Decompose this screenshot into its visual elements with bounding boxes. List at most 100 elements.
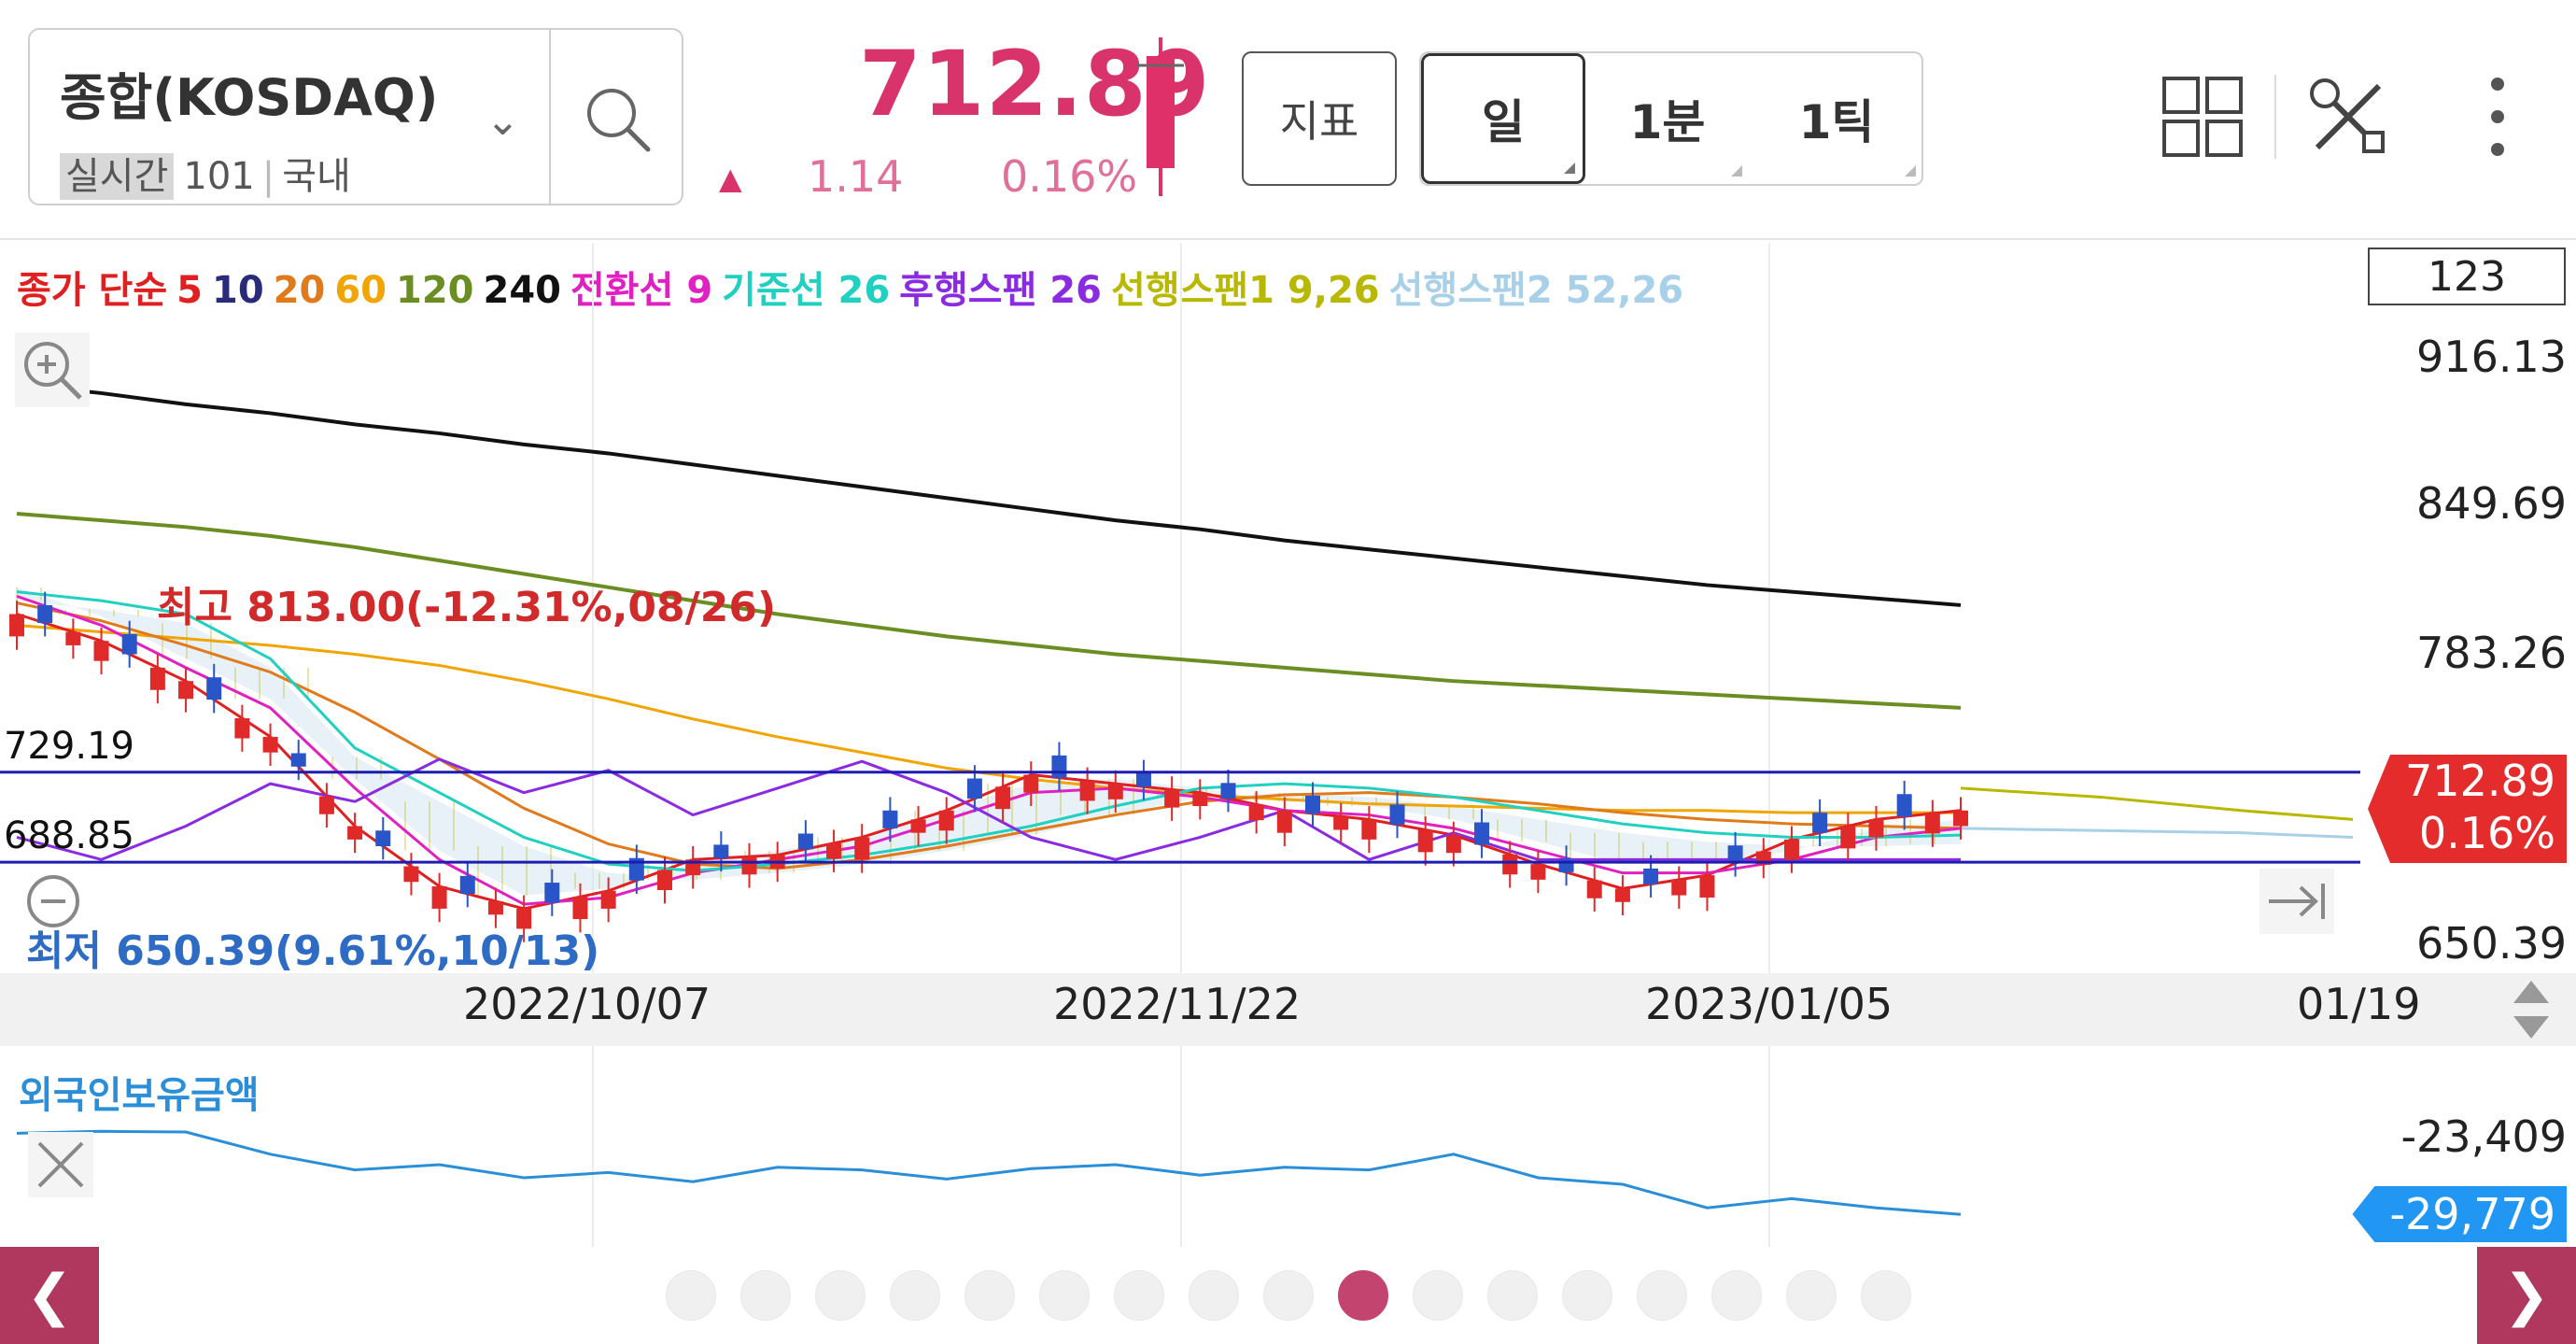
candle-body: [9, 614, 24, 637]
candle-body: [938, 810, 954, 831]
period-label: 1틱: [1798, 95, 1875, 149]
page-dot[interactable]: [739, 1270, 791, 1321]
page-dot[interactable]: [1860, 1270, 1911, 1321]
layout-grid-icon[interactable]: [2161, 75, 2245, 159]
legend-item: 60: [334, 269, 387, 312]
realtime-tag: 실시간: [60, 153, 175, 200]
candle-body: [741, 856, 757, 875]
candle-body: [403, 866, 419, 883]
candle-body: [1812, 813, 1828, 833]
market-label: 국내: [282, 155, 351, 198]
current-price-flag: 712.89 0.16%: [2368, 755, 2567, 863]
candle-body: [375, 830, 391, 847]
chevron-right-icon: ❯: [2502, 1263, 2551, 1328]
candle-body: [600, 890, 616, 909]
more-menu-icon[interactable]: [2456, 75, 2540, 159]
page-dot[interactable]: [665, 1270, 716, 1321]
corner-marker-icon: [1731, 165, 1742, 177]
period-label: 1분: [1629, 95, 1706, 149]
mini-candle-icon: [1137, 37, 1184, 196]
candle-body: [826, 842, 842, 859]
candle-body: [234, 718, 250, 739]
candle-body: [544, 883, 560, 903]
candle-body: [1417, 829, 1433, 853]
zoom-in-icon[interactable]: [15, 332, 90, 407]
candle-body: [1333, 816, 1349, 830]
y-tick-label: 650.39: [2416, 918, 2567, 969]
candle-body: [37, 604, 53, 624]
sort-arrows-icon[interactable]: [2508, 977, 2555, 1042]
y-tick-label: -23,409: [2400, 1111, 2567, 1162]
page-dot[interactable]: [1337, 1270, 1388, 1321]
page-dot[interactable]: [1412, 1270, 1463, 1321]
candle-body: [572, 897, 588, 920]
indicator-legend[interactable]: 종가 단순 5 10 20 60 120 240 전환선 9 기준선 26 후행스팬 26 선행스팬…: [17, 260, 1693, 314]
page-dot[interactable]: [964, 1270, 1015, 1321]
candle-body: [1389, 804, 1405, 825]
candle-body: [1192, 792, 1208, 807]
divider: [2274, 75, 2276, 159]
divider: |: [261, 155, 275, 198]
candle-body: [628, 857, 644, 881]
candle-body: [1502, 854, 1518, 875]
candle-body: [1079, 780, 1095, 801]
candle-body: [1530, 864, 1546, 880]
price-chart[interactable]: [0, 243, 2576, 1247]
period-1min[interactable]: 1분: [1585, 53, 1750, 184]
legend-item: 10: [211, 269, 264, 312]
page-dot[interactable]: [889, 1270, 940, 1321]
candle-body: [262, 736, 278, 753]
corner-marker-icon: [1905, 165, 1916, 177]
page-dot[interactable]: [1561, 1270, 1612, 1321]
zoom-out-icon[interactable]: [21, 869, 86, 934]
indicator-button[interactable]: 지표: [1242, 51, 1397, 186]
search-icon[interactable]: [581, 82, 655, 157]
candle-body: [1023, 774, 1039, 793]
next-page-button[interactable]: ❯: [2477, 1247, 2576, 1344]
candle-body: [1276, 810, 1292, 833]
candle-body: [1305, 795, 1320, 813]
series-line: [16, 601, 1962, 870]
series-line: [16, 757, 1961, 861]
cloud-area: [17, 587, 1961, 896]
page-dot[interactable]: [1710, 1270, 1762, 1321]
leading-span-1: [1960, 786, 2354, 821]
candle-body: [178, 681, 194, 700]
period-daily[interactable]: 일: [1421, 53, 1585, 184]
chevron-down-icon[interactable]: ⌄: [486, 97, 520, 145]
symbol-name[interactable]: 종합(KOSDAQ): [60, 68, 439, 127]
page-dot[interactable]: [1038, 1270, 1090, 1321]
axis-setting-box[interactable]: 123: [2368, 248, 2566, 305]
page-dot[interactable]: [1188, 1270, 1239, 1321]
symbol-selector[interactable]: 종합(KOSDAQ) ⌄ 실시간 101 | 국내: [28, 28, 683, 205]
hline-label: 729.19: [4, 725, 134, 768]
candle-body: [431, 886, 447, 909]
legend-item: 종가 단순: [17, 269, 168, 312]
close-icon[interactable]: [28, 1132, 93, 1197]
x-tick-label: 2023/01/05: [1645, 979, 1893, 1029]
page-dot[interactable]: [1113, 1270, 1164, 1321]
legend-item: 120: [396, 269, 474, 312]
candle-body: [1896, 794, 1912, 817]
candle-body: [910, 819, 926, 833]
tools-icon[interactable]: [2306, 75, 2390, 159]
candle-body: [1868, 819, 1884, 838]
period-1tick[interactable]: 1틱: [1750, 53, 1923, 184]
page-dot[interactable]: [1636, 1270, 1687, 1321]
scroll-to-end-icon[interactable]: [2259, 869, 2334, 934]
candle-body: [1051, 755, 1067, 778]
candle-body: [1586, 880, 1602, 898]
page-dot[interactable]: [814, 1270, 866, 1321]
prev-page-button[interactable]: ❮: [0, 1247, 99, 1344]
page-dot[interactable]: [1785, 1270, 1837, 1321]
page-dot[interactable]: [1262, 1270, 1314, 1321]
low-annotation: 최저 650.39(9.61%,10/13): [26, 927, 600, 975]
candle-body: [65, 631, 81, 645]
candle-body: [854, 837, 870, 860]
y-tick-label: 849.69: [2416, 478, 2567, 529]
page-dot[interactable]: [1486, 1270, 1538, 1321]
flag-price: 712.89: [2405, 756, 2555, 806]
candle-body: [713, 844, 729, 858]
candle-body: [1643, 868, 1659, 884]
candle-body: [1361, 819, 1377, 840]
